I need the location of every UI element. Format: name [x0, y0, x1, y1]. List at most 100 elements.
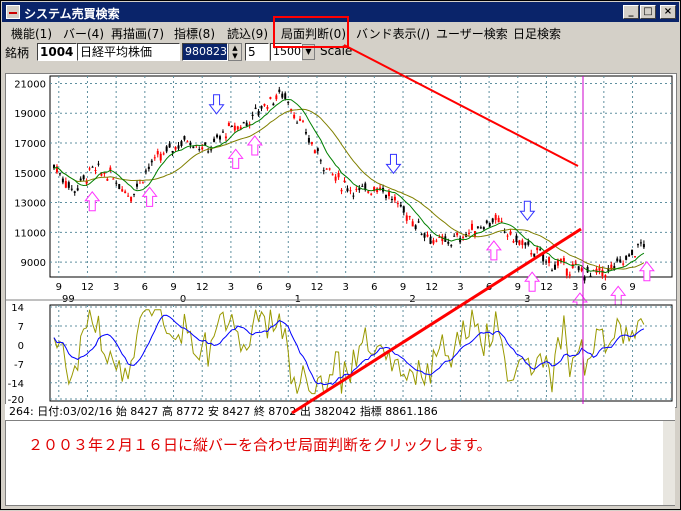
candle-body	[414, 225, 417, 230]
price-tick-label: 13000	[14, 199, 46, 210]
candle-body	[476, 226, 479, 228]
stock-name-field[interactable]: 日経平均株価	[77, 43, 180, 61]
candle-body	[634, 256, 637, 258]
candle-body	[227, 122, 230, 126]
candle-body	[556, 259, 559, 266]
candle-body	[399, 204, 402, 207]
stock-code-input[interactable]: 1004	[37, 43, 77, 61]
month-tick-label: 12	[196, 282, 209, 293]
menu-daily-search[interactable]: 日足検索	[513, 27, 562, 41]
candle-body	[636, 244, 639, 246]
osc-tick-label: 0	[18, 341, 24, 352]
candle-body	[278, 89, 281, 92]
range-dropdown-icon[interactable]: ▼	[302, 44, 315, 60]
month-tick-label: 6	[371, 282, 377, 293]
candle-body	[613, 266, 616, 271]
candle-body	[156, 151, 159, 155]
status-open: 始 8427	[115, 405, 159, 418]
candle-body	[91, 166, 94, 168]
candle-body	[150, 160, 153, 163]
candle-body	[112, 178, 115, 180]
menu-bar-type[interactable]: バー(4)	[63, 27, 104, 41]
candle-body	[269, 97, 272, 99]
candle-body	[251, 114, 254, 116]
candle-body	[201, 147, 204, 150]
candle-body	[539, 249, 542, 251]
candle-body	[497, 217, 500, 223]
candle-body	[144, 170, 147, 172]
candle-body	[177, 145, 180, 149]
title-bar[interactable]: システム売買検索 _ □ ×	[2, 2, 679, 22]
candle-body	[548, 257, 551, 263]
candle-body	[468, 232, 471, 234]
close-button[interactable]: ×	[660, 5, 676, 19]
memo-area[interactable]: ２００３年２月１６日に縦バーを合わせ局面判断をクリックします。	[5, 420, 675, 506]
candle-body	[53, 164, 55, 169]
candle-body	[266, 107, 269, 109]
memo-scrollbar[interactable]	[663, 421, 675, 505]
candle-body	[230, 125, 233, 127]
menu-redraw[interactable]: 再描画(7)	[111, 27, 164, 41]
menu-user-search[interactable]: ユーザー検索	[436, 27, 508, 41]
menu-phase-judgement[interactable]: 局面判断(0)	[281, 27, 346, 41]
candle-body	[242, 122, 245, 124]
range-select[interactable]: 1500	[270, 43, 302, 61]
candle-body	[70, 188, 73, 190]
candle-body	[450, 245, 453, 247]
date-spinner-input[interactable]: 980823	[182, 43, 228, 61]
candle-body	[210, 149, 213, 151]
month-tick-label: 3	[457, 282, 463, 293]
menu-kinou[interactable]: 機能(1)	[11, 27, 52, 41]
menu-band-display[interactable]: バンド表示(/)	[356, 27, 431, 41]
candle-body	[625, 255, 628, 260]
candle-body	[224, 136, 227, 139]
candle-body	[124, 191, 127, 194]
param-input[interactable]: 5	[245, 43, 269, 61]
price-chart[interactable]: 21000 19000 17000 15000 13000 11000 9000 9 12 3 6…	[6, 48, 676, 406]
candle-body	[456, 233, 459, 236]
candle-body	[302, 120, 305, 122]
menu-indicator[interactable]: 指標(8)	[174, 27, 215, 41]
candle-body	[346, 188, 349, 192]
candle-body	[245, 122, 248, 127]
candle-body	[639, 242, 642, 244]
month-tick-label: 3	[113, 282, 119, 293]
date-spinner-arrows[interactable]: ▲ ▼	[228, 43, 242, 61]
candle-body	[340, 189, 343, 192]
candle-body	[64, 181, 67, 188]
osc-tick-label: -7	[14, 360, 24, 371]
candle-body	[577, 266, 580, 271]
month-tick-label: 9	[400, 282, 406, 293]
month-tick-label: 6	[256, 282, 262, 293]
candle-body	[257, 111, 260, 116]
status-high: 高 8772	[161, 405, 205, 418]
candle-body	[562, 258, 565, 262]
price-tick-label: 21000	[14, 79, 46, 90]
candle-body	[500, 221, 503, 223]
menu-load[interactable]: 読込(9)	[227, 27, 268, 41]
candle-body	[352, 195, 355, 197]
candle-body	[88, 168, 91, 170]
candle-body	[186, 141, 189, 143]
maximize-button[interactable]: □	[640, 5, 656, 19]
candle-body	[299, 118, 302, 121]
candle-body	[358, 188, 361, 191]
candle-body	[396, 203, 399, 205]
candle-body	[307, 137, 310, 143]
month-tick-label: 9	[56, 282, 62, 293]
status-date: 日付:03/02/16	[37, 405, 113, 418]
candle-body	[530, 253, 533, 255]
month-tick-label: 12	[540, 282, 553, 293]
minimize-button[interactable]: _	[623, 5, 639, 19]
candle-body	[61, 178, 64, 183]
candle-body	[619, 259, 622, 263]
oscillator-axis: 14 7 0 -7 -14 -20	[8, 303, 24, 406]
month-tick-label: 12	[81, 282, 94, 293]
candle-body	[73, 191, 76, 193]
down-arrow-icon	[519, 200, 536, 222]
chart-panel[interactable]: 21000 19000 17000 15000 13000 11000 9000 9 12 3 6…	[5, 48, 677, 408]
candle-body	[379, 187, 382, 190]
candle-body	[316, 148, 319, 152]
status-indicator: 指標 8861.186	[359, 405, 438, 418]
